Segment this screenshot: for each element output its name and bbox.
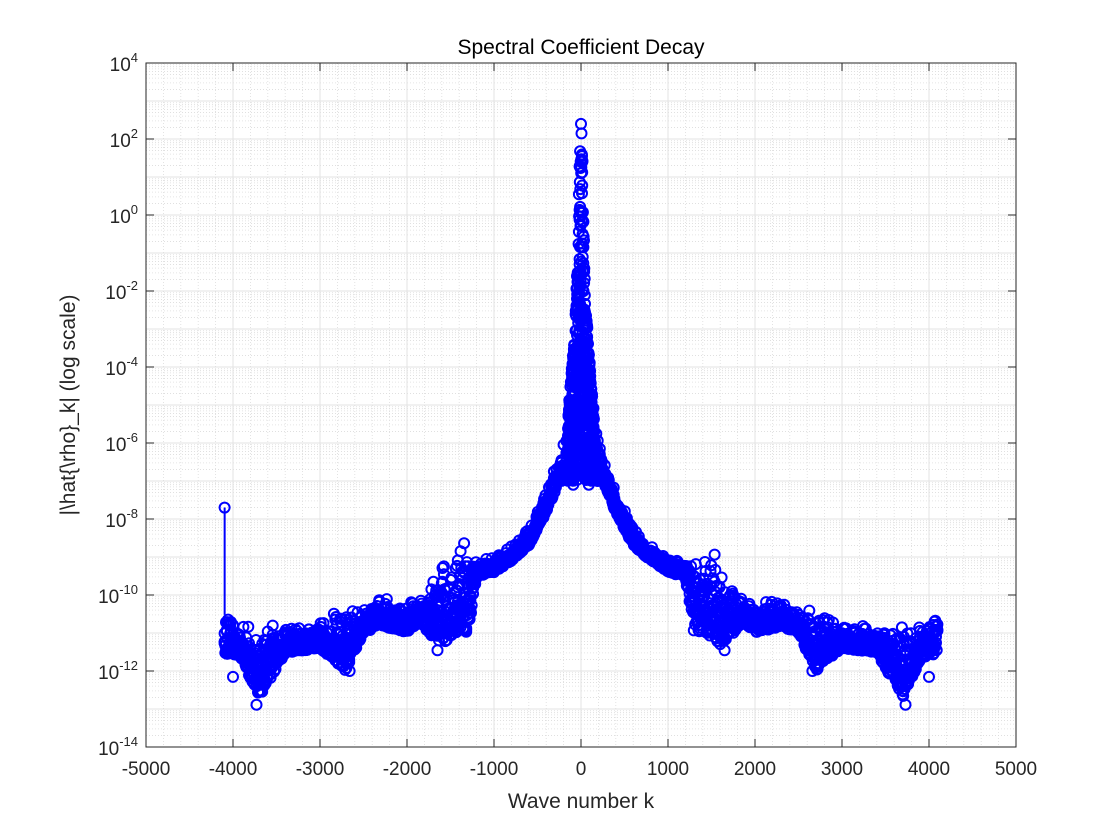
data-point (931, 623, 944, 636)
outlier-point (253, 684, 266, 697)
data-point (242, 620, 255, 633)
x-tick-label: -2000 (383, 759, 432, 780)
outlier-point (923, 670, 935, 683)
outlier-point (343, 665, 356, 677)
data-point (803, 604, 816, 617)
data-point (578, 234, 590, 247)
outlier-point (218, 501, 231, 514)
y-axis-label: |\hat{\rho}_k| (log scale) (57, 294, 80, 515)
outlier-point (431, 644, 444, 657)
x-tick-label: 0 (576, 759, 587, 780)
data-point (584, 370, 597, 383)
data-point (266, 619, 279, 632)
data-point (618, 505, 631, 518)
data-point (587, 444, 600, 456)
data-point (584, 377, 597, 390)
data-point (576, 179, 589, 192)
data-point (581, 321, 594, 334)
data-point (588, 435, 600, 448)
x-tick-label: -3000 (296, 759, 345, 780)
y-tick-label: 10-10 (98, 582, 138, 608)
data-point (576, 187, 588, 200)
data-point (577, 215, 590, 228)
data-point (437, 560, 450, 573)
outlier-point (250, 698, 263, 711)
data-point (708, 548, 721, 561)
y-tick-label: 104 (110, 50, 138, 76)
outlier-point (806, 665, 819, 677)
outlier-point (718, 644, 731, 657)
x-tick-label: -1000 (470, 759, 519, 780)
data-point (578, 277, 591, 289)
data-point (380, 593, 393, 606)
data-point (704, 565, 717, 578)
data-point (445, 571, 458, 584)
outlier-point (582, 478, 595, 491)
outlier-point (575, 117, 587, 130)
data-point (931, 618, 944, 631)
data-point (859, 622, 872, 635)
data-point (578, 272, 591, 285)
data-series (218, 117, 944, 711)
x-tick-label: 3000 (821, 759, 863, 780)
outlier-point (899, 698, 912, 711)
x-tick-label: 1000 (647, 759, 689, 780)
x-tick-label: -5000 (122, 759, 171, 780)
data-point (577, 257, 590, 270)
data-point (576, 155, 589, 168)
data-point (465, 606, 477, 619)
x-axis-label: Wave number k (508, 790, 655, 813)
outlier-point (692, 624, 705, 636)
data-point (607, 481, 620, 494)
chart-title: Spectral Coefficient Decay (457, 36, 705, 59)
data-point (588, 459, 600, 472)
y-tick-label: 10-14 (98, 734, 138, 760)
data-point (586, 388, 598, 401)
data-point (709, 563, 722, 576)
data-point (588, 447, 600, 460)
data-point (715, 571, 728, 584)
y-tick-label: 10-4 (105, 354, 138, 380)
outlier-point (457, 624, 470, 636)
y-tick-label: 10-6 (105, 430, 138, 456)
y-tick-label: 10-2 (105, 278, 138, 304)
outlier-point (567, 478, 580, 491)
y-tick-label: 10-8 (105, 506, 138, 532)
data-point (575, 161, 588, 174)
data-point (237, 620, 250, 633)
y-tick-label: 102 (110, 126, 138, 152)
x-tick-label: 2000 (734, 759, 776, 780)
axis-ticks: -5000 -4000 -3000 -2000 -1000 0 1000 2000 3000 40… (98, 50, 1037, 780)
outlier-point (896, 684, 909, 697)
x-tick-label: 4000 (908, 759, 950, 780)
data-point (587, 413, 600, 425)
data-point (465, 599, 478, 612)
y-tick-label: 100 (110, 202, 138, 228)
data-point (437, 568, 450, 581)
data-point (579, 297, 591, 310)
data-point (436, 562, 449, 574)
x-tick-label: 5000 (995, 759, 1037, 780)
data-point (930, 644, 943, 657)
data-point (930, 636, 942, 649)
data-point (576, 150, 588, 163)
data-point (458, 537, 471, 550)
data-point (578, 289, 591, 302)
outlier-point (227, 670, 239, 683)
y-tick-label: 10-12 (98, 658, 138, 684)
data-point (585, 383, 598, 395)
x-tick-label: -4000 (209, 759, 258, 780)
data-point (588, 439, 600, 452)
